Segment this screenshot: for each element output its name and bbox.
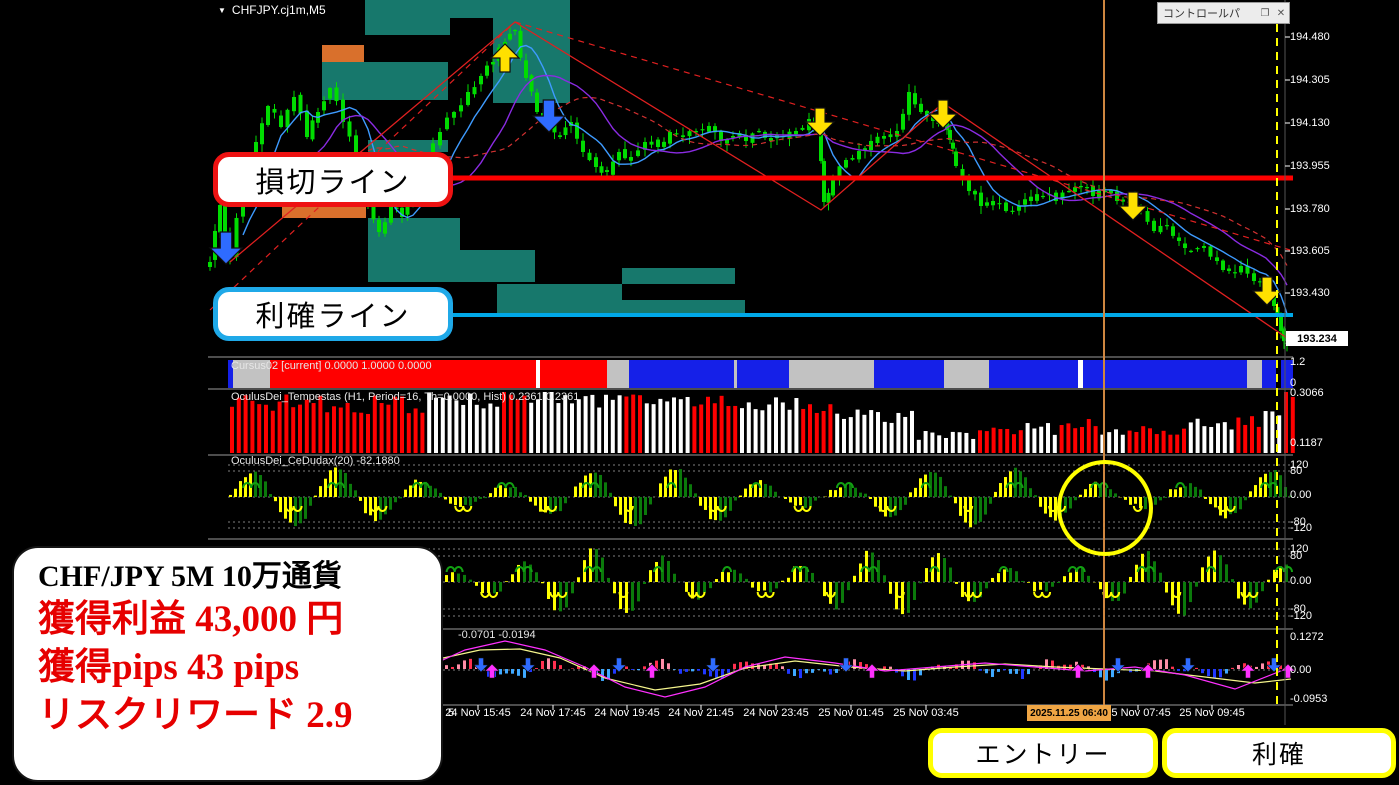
trade-summary-card: CHF/JPY 5M 10万通貨 獲得利益 43,000 円 獲得pips 43… [12,546,443,782]
indicator-scale-label: 80 [1290,550,1303,562]
indicator-header-cedudax: OculusDei_CeDudax(20) -82.1880 [231,455,400,467]
close-icon[interactable]: ✕ [1276,7,1286,19]
time-tick: 25 Nov 01:45 [818,707,884,719]
risk-reward-line: リスクリワード 2.9 [38,694,353,736]
indicator-header-tempestas: OculusDei_Tempestas (H1, Period=16, Th=0… [231,391,580,403]
indicator-scale-label: -80 [1290,516,1306,528]
time-tick: 24 Nov 19:45 [594,707,660,719]
restore-icon[interactable]: ❐ [1260,7,1270,19]
entry-label: エントリー [928,728,1158,778]
time-tick: 24 Nov 17:45 [520,707,586,719]
price-tick: 194.480 [1290,31,1330,43]
indicator-scale-label: 0 [1290,377,1297,389]
indicator-header-cursus02: Cursus02 [current] 0.0000 1.0000 0.0000 [231,360,432,372]
time-tick: 24 Nov 23:45 [743,707,809,719]
indicator-scale-label: 120 [1290,459,1309,471]
indicator-scale-label: 80 [1290,465,1303,477]
time-tick: 24 Nov 21:45 [668,707,734,719]
trade-pair-title: CHF/JPY 5M 10万通貨 [38,560,342,593]
indicator-scale-label: 0.00 [1290,575,1312,587]
indicator-scale-label: 0.00 [1290,489,1312,501]
time-tick: 25 Nov 09:45 [1179,707,1245,719]
time-tick: 25 Nov 03:45 [893,707,959,719]
time-tick: 25 Nov 07:45 [1105,707,1171,719]
control-panel-title: コントロールパ [1163,8,1240,20]
price-tick: 194.305 [1290,74,1330,86]
pips-line: 獲得pips 43 pips [38,646,300,688]
price-tick: 193.780 [1290,203,1330,215]
control-panel-window[interactable]: コントロールパ ❐ ✕ [1157,2,1290,24]
indicator-scale-label: 0.00 [1290,664,1312,676]
time-tick: 24 Nov 15:45 [445,707,511,719]
stop-loss-label: 損切ライン [213,152,453,207]
exit-label: 利確 [1162,728,1396,778]
indicator-scale-label: -120 [1290,522,1313,534]
symbol-label[interactable]: ▼ CHFJPY.cj1m,M5 [218,3,326,17]
current-time-badge: 2025.11.25 06:40 [1027,705,1111,721]
indicator-scale-label: 0.1272 [1290,631,1324,643]
indicator-scale-label: 0.1187 [1290,437,1323,449]
indicator-scale-label: -120 [1290,610,1313,622]
price-tick: 194.130 [1290,117,1330,129]
indicator-scale-label: 0.3066 [1290,387,1324,399]
price-tick: 193.430 [1290,287,1330,299]
price-tick: 193.605 [1290,245,1330,257]
price-tick: 193.955 [1290,160,1330,172]
indicator-scale-label: -0.0953 [1290,693,1328,705]
profit-line: 獲得利益 43,000 円 [38,598,344,640]
chevron-down-icon: ▼ [218,5,226,15]
current-price-box: 193.234 [1286,331,1348,346]
indicator-scale-label: 1.2 [1290,356,1306,368]
time-tick-partial: 5 [448,707,455,719]
indicator-scale-label: 120 [1290,543,1309,555]
take-profit-label: 利確ライン [213,287,453,341]
symbol-text: CHFJPY.cj1m,M5 [231,3,326,17]
indicator-header-macd-values: -0.0701 -0.0194 [458,629,536,641]
indicator-scale-label: -80 [1290,603,1306,615]
